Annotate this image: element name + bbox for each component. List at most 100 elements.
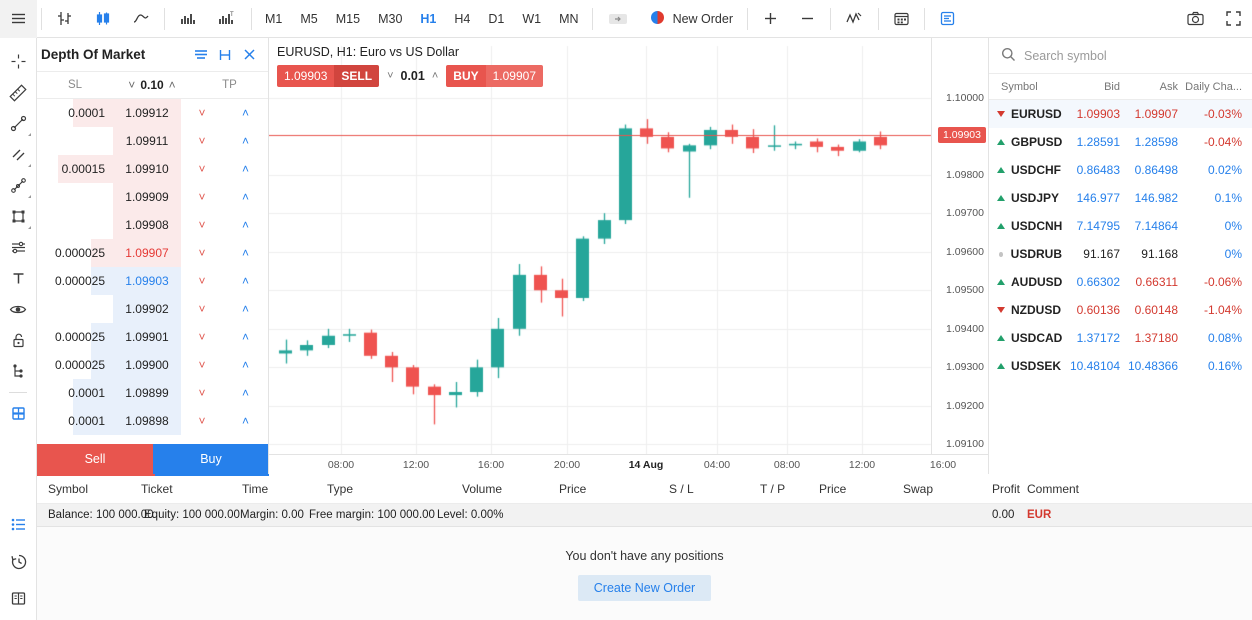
chart-price-axis[interactable]: 1.10000 1.09800 1.09700 1.09600 1.09500 1.094… [931, 38, 988, 456]
market-watch-row[interactable]: USDRUB 91.167 91.168 0% [989, 240, 1252, 268]
dom-row[interactable]: 0.000025 1.09900 ˅ ˄ [37, 351, 268, 379]
chart-time-axis[interactable]: 08:00 12:00 16:00 20:00 14 Aug 04:00 08:00 12:0… [269, 454, 988, 474]
dom-row[interactable]: 0.0001 1.09912 ˅ ˄ [37, 99, 268, 127]
one-click-sell-price[interactable]: 1.09903 [277, 64, 335, 87]
chart-panel[interactable]: EURUSD, H1: Euro vs US Dollar 1.09903 SE… [269, 38, 988, 474]
chevron-up-icon[interactable]: ˄ [241, 246, 249, 260]
mw-col-bid[interactable]: Bid [1104, 80, 1120, 93]
dom-row[interactable]: 0.000025 1.09901 ˅ ˄ [37, 323, 268, 351]
dom-sl-value[interactable]: 0.000025 [54, 246, 105, 260]
dom-sl-value[interactable]: 0.000025 [54, 330, 105, 344]
market-watch-row[interactable]: USDJPY 146.977 146.982 0.1% [989, 184, 1252, 212]
dom-sl-value[interactable]: 0.00015 [61, 162, 105, 176]
objects-tree-icon[interactable] [3, 356, 33, 387]
timeframe-m15[interactable]: M15 [335, 11, 361, 26]
levels-icon[interactable] [3, 232, 33, 263]
dom-price-value[interactable]: 1.09909 [125, 190, 169, 204]
timeframe-h4[interactable]: H4 [454, 11, 471, 26]
positions-column[interactable]: Time [242, 482, 269, 496]
mw-col-daily-change[interactable]: Daily Cha... [1185, 80, 1242, 93]
dom-price-value[interactable]: 1.09908 [125, 218, 169, 232]
chevron-down-icon[interactable]: ˅ [198, 246, 206, 260]
chevron-down-icon[interactable]: ˅ [198, 358, 206, 372]
mw-col-symbol[interactable]: Symbol [1001, 80, 1038, 93]
shapes-icon[interactable] [3, 201, 33, 232]
dom-price-value[interactable]: 1.09902 [125, 302, 169, 316]
chevron-down-icon[interactable]: ˅ [198, 274, 206, 288]
candlestick-chart-canvas[interactable] [269, 38, 988, 474]
market-watch-row[interactable]: USDCAD 1.37172 1.37180 0.08% [989, 324, 1252, 352]
chevron-down-icon[interactable]: ˅ [198, 330, 206, 344]
dom-sl-value[interactable]: 0.0001 [68, 106, 105, 120]
one-click-buy-button[interactable]: BUY [446, 64, 486, 87]
positions-column[interactable]: Price [819, 482, 847, 496]
ruler-icon[interactable] [3, 77, 33, 108]
timeframe-w1[interactable]: W1 [522, 11, 542, 26]
one-click-volume-stepper[interactable]: ˅ 0.01 ˄ [379, 69, 446, 83]
market-watch-row[interactable]: USDCNH 7.14795 7.14864 0% [989, 212, 1252, 240]
sync-symbol-icon[interactable] [597, 0, 639, 38]
dom-row[interactable]: 0.0001 1.09898 ˅ ˄ [37, 407, 268, 435]
positions-column[interactable]: Symbol [48, 482, 89, 496]
chevron-up-icon[interactable]: ˄ [241, 218, 249, 232]
parallel-lines-icon[interactable] [3, 139, 33, 170]
chevron-up-icon[interactable]: ˄ [241, 106, 249, 120]
line-chart-icon[interactable] [122, 0, 160, 38]
dom-sl-value[interactable]: 0.0001 [68, 386, 105, 400]
positions-column[interactable]: Ticket [141, 482, 173, 496]
dom-row[interactable]: 0.0001 1.09899 ˅ ˄ [37, 379, 268, 407]
positions-column[interactable]: S / L [669, 482, 694, 496]
timeframe-m1[interactable]: M1 [265, 11, 283, 26]
hamburger-menu-icon[interactable] [0, 0, 37, 38]
chevron-down-icon[interactable]: ˅ [198, 106, 206, 120]
chevron-up-icon[interactable]: ˄ [241, 190, 249, 204]
dom-row[interactable]: 1.09902 ˅ ˄ [37, 295, 268, 323]
market-watch-row[interactable]: EURUSD 1.09903 1.09907 -0.03% [989, 100, 1252, 128]
market-watch-row[interactable]: USDCHF 0.86483 0.86498 0.02% [989, 156, 1252, 184]
one-click-sell-button[interactable]: SELL [334, 64, 380, 87]
volume-icon[interactable] [169, 0, 207, 38]
crosshair-icon[interactable] [3, 46, 33, 77]
bar-chart-icon[interactable] [46, 0, 84, 38]
dom-row[interactable]: 0.000025 1.09903 ˅ ˄ [37, 267, 268, 295]
dom-price-value[interactable]: 1.09898 [125, 414, 169, 428]
dom-sl-value[interactable]: 0.000025 [54, 274, 105, 288]
spread-icon[interactable] [214, 44, 236, 66]
trendline-icon[interactable] [3, 108, 33, 139]
camera-icon[interactable] [1176, 0, 1215, 38]
chevron-up-icon[interactable]: ˄ [241, 274, 249, 288]
volume-ticks-icon[interactable]: T [207, 0, 247, 38]
chevron-down-icon[interactable]: ˅ [128, 78, 136, 92]
search-input[interactable] [1024, 48, 1214, 63]
chevron-up-icon[interactable]: ˄ [241, 162, 249, 176]
layout-panels-icon[interactable] [929, 0, 966, 38]
close-icon[interactable] [238, 44, 260, 66]
timeframe-m5[interactable]: M5 [300, 11, 318, 26]
market-watch-row[interactable]: GBPUSD 1.28591 1.28598 -0.04% [989, 128, 1252, 156]
chevron-down-icon[interactable]: ˅ [198, 414, 206, 428]
dom-price-value[interactable]: 1.09911 [125, 134, 169, 148]
timeframe-d1[interactable]: D1 [488, 11, 505, 26]
chevron-down-icon[interactable]: ˅ [198, 302, 206, 316]
dom-sell-button[interactable]: Sell [37, 444, 153, 474]
chevron-down-icon[interactable]: ˅ [387, 69, 394, 82]
depth-of-market-icon[interactable] [3, 398, 33, 429]
indicators-icon[interactable] [835, 0, 874, 38]
symbol-search-bar[interactable] [989, 38, 1252, 74]
minus-icon[interactable] [789, 0, 826, 38]
market-watch-row[interactable]: NZDUSD 0.60136 0.60148 -1.04% [989, 296, 1252, 324]
plus-icon[interactable] [752, 0, 789, 38]
dom-price-value[interactable]: 1.09901 [125, 330, 169, 344]
chevron-up-icon[interactable]: ˄ [241, 302, 249, 316]
chevron-up-icon[interactable]: ˄ [241, 414, 249, 428]
dom-price-value[interactable]: 1.09900 [125, 358, 169, 372]
market-watch-row[interactable]: USDSEK 10.48104 10.48366 0.16% [989, 352, 1252, 380]
chevron-down-icon[interactable]: ˅ [198, 162, 206, 176]
create-new-order-button[interactable]: Create New Order [577, 575, 712, 601]
chevron-down-icon[interactable]: ˅ [198, 190, 206, 204]
journal-icon[interactable] [4, 583, 34, 614]
dom-row[interactable]: 1.09911 ˅ ˄ [37, 127, 268, 155]
positions-column[interactable]: Volume [462, 482, 503, 496]
positions-column[interactable]: Swap [903, 482, 934, 496]
dom-row[interactable]: 1.09908 ˅ ˄ [37, 211, 268, 239]
